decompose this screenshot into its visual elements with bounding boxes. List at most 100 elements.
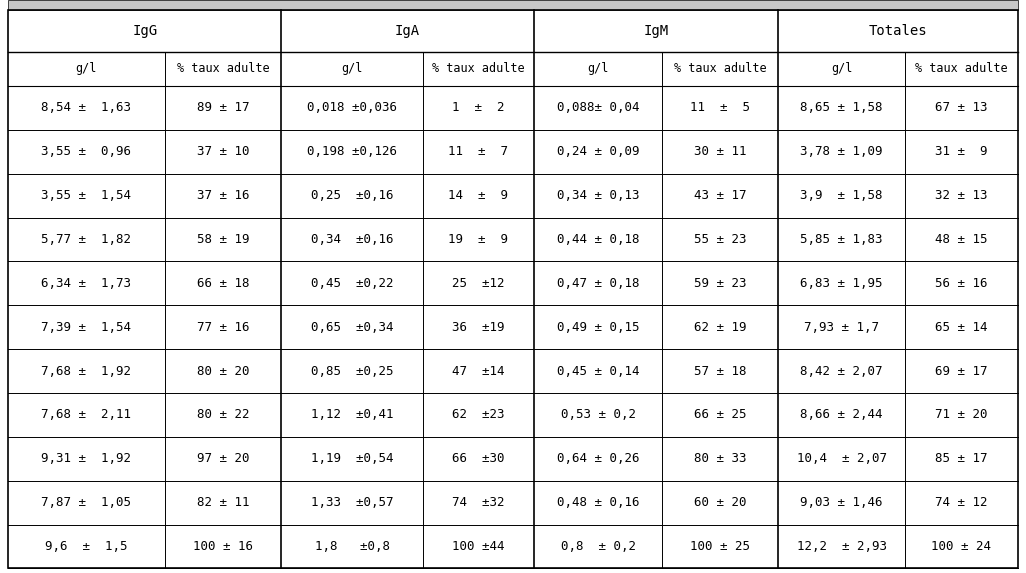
Text: 19  ±  9: 19 ± 9	[448, 233, 508, 246]
Text: 85 ± 17: 85 ± 17	[935, 452, 988, 465]
Text: 9,6  ±  1,5: 9,6 ± 1,5	[45, 540, 127, 553]
Text: 9,03 ± 1,46: 9,03 ± 1,46	[800, 496, 882, 509]
Text: 60 ± 20: 60 ± 20	[695, 496, 747, 509]
Text: 67 ± 13: 67 ± 13	[935, 101, 988, 115]
Text: 3,55 ±  0,96: 3,55 ± 0,96	[41, 145, 131, 158]
Text: 32 ± 13: 32 ± 13	[935, 189, 988, 202]
Text: 7,93 ± 1,7: 7,93 ± 1,7	[804, 321, 879, 333]
Text: 0,018 ±0,036: 0,018 ±0,036	[307, 101, 397, 115]
Text: 77 ± 16: 77 ± 16	[197, 321, 249, 333]
Text: 48 ± 15: 48 ± 15	[935, 233, 988, 246]
Text: g/l: g/l	[76, 62, 97, 75]
Text: 0,198 ±0,126: 0,198 ±0,126	[307, 145, 397, 158]
Text: 6,34 ±  1,73: 6,34 ± 1,73	[41, 277, 131, 290]
Text: 80 ± 20: 80 ± 20	[197, 364, 249, 378]
Text: % taux adulte: % taux adulte	[915, 62, 1008, 75]
Text: 12,2  ± 2,93: 12,2 ± 2,93	[796, 540, 886, 553]
Text: 66 ± 18: 66 ± 18	[197, 277, 249, 290]
Text: 0,65  ±0,34: 0,65 ±0,34	[311, 321, 393, 333]
Text: 7,68 ±  1,92: 7,68 ± 1,92	[41, 364, 131, 378]
Text: 7,39 ±  1,54: 7,39 ± 1,54	[41, 321, 131, 333]
Text: 31 ±  9: 31 ± 9	[935, 145, 988, 158]
Text: 69 ± 17: 69 ± 17	[935, 364, 988, 378]
Text: 0,85  ±0,25: 0,85 ±0,25	[311, 364, 393, 378]
Text: 30 ± 11: 30 ± 11	[695, 145, 747, 158]
Text: 80 ± 22: 80 ± 22	[197, 409, 249, 421]
Text: 7,68 ±  2,11: 7,68 ± 2,11	[41, 409, 131, 421]
Text: 74  ±32: 74 ±32	[452, 496, 505, 509]
Text: 71 ± 20: 71 ± 20	[935, 409, 988, 421]
Text: 65 ± 14: 65 ± 14	[935, 321, 988, 333]
Text: 0,8  ± 0,2: 0,8 ± 0,2	[560, 540, 636, 553]
Text: 43 ± 17: 43 ± 17	[695, 189, 747, 202]
Text: 1,19  ±0,54: 1,19 ±0,54	[311, 452, 393, 465]
Text: 66  ±30: 66 ±30	[452, 452, 505, 465]
Text: 37 ± 10: 37 ± 10	[197, 145, 249, 158]
Text: % taux adulte: % taux adulte	[432, 62, 524, 75]
Text: 0,25  ±0,16: 0,25 ±0,16	[311, 189, 393, 202]
Text: g/l: g/l	[831, 62, 853, 75]
Text: 55 ± 23: 55 ± 23	[695, 233, 747, 246]
Text: g/l: g/l	[342, 62, 363, 75]
Text: 58 ± 19: 58 ± 19	[197, 233, 249, 246]
Text: 5,85 ± 1,83: 5,85 ± 1,83	[800, 233, 882, 246]
Text: 0,44 ± 0,18: 0,44 ± 0,18	[557, 233, 639, 246]
Text: 37 ± 16: 37 ± 16	[197, 189, 249, 202]
Text: 100 ± 24: 100 ± 24	[932, 540, 991, 553]
Text: 8,66 ± 2,44: 8,66 ± 2,44	[800, 409, 882, 421]
Text: 8,65 ± 1,58: 8,65 ± 1,58	[800, 101, 882, 115]
Text: IgM: IgM	[643, 24, 669, 38]
Text: 0,34 ± 0,13: 0,34 ± 0,13	[557, 189, 639, 202]
Text: g/l: g/l	[588, 62, 608, 75]
Text: IgA: IgA	[395, 24, 421, 38]
Text: Totales: Totales	[869, 24, 928, 38]
Text: 0,53 ± 0,2: 0,53 ± 0,2	[560, 409, 636, 421]
Text: 0,45  ±0,22: 0,45 ±0,22	[311, 277, 393, 290]
Text: % taux adulte: % taux adulte	[674, 62, 766, 75]
Text: 8,42 ± 2,07: 8,42 ± 2,07	[800, 364, 882, 378]
Text: 0,64 ± 0,26: 0,64 ± 0,26	[557, 452, 639, 465]
Text: 10,4  ± 2,07: 10,4 ± 2,07	[796, 452, 886, 465]
Text: 59 ± 23: 59 ± 23	[695, 277, 747, 290]
Text: 0,48 ± 0,16: 0,48 ± 0,16	[557, 496, 639, 509]
Text: 1,12  ±0,41: 1,12 ±0,41	[311, 409, 393, 421]
Text: 6,83 ± 1,95: 6,83 ± 1,95	[800, 277, 882, 290]
Text: 7,87 ±  1,05: 7,87 ± 1,05	[41, 496, 131, 509]
Text: 47  ±14: 47 ±14	[452, 364, 505, 378]
Text: 8,54 ±  1,63: 8,54 ± 1,63	[41, 101, 131, 115]
Text: 36  ±19: 36 ±19	[452, 321, 505, 333]
Text: 3,55 ±  1,54: 3,55 ± 1,54	[41, 189, 131, 202]
Text: 5,77 ±  1,82: 5,77 ± 1,82	[41, 233, 131, 246]
Text: 62 ± 19: 62 ± 19	[695, 321, 747, 333]
Text: 1,33  ±0,57: 1,33 ±0,57	[311, 496, 393, 509]
Text: 0,49 ± 0,15: 0,49 ± 0,15	[557, 321, 639, 333]
Text: 62  ±23: 62 ±23	[452, 409, 505, 421]
Text: 11  ±  5: 11 ± 5	[690, 101, 750, 115]
Text: 89 ± 17: 89 ± 17	[197, 101, 249, 115]
Text: 0,24 ± 0,09: 0,24 ± 0,09	[557, 145, 639, 158]
Text: IgG: IgG	[132, 24, 157, 38]
Text: 25  ±12: 25 ±12	[452, 277, 505, 290]
Text: 9,31 ±  1,92: 9,31 ± 1,92	[41, 452, 131, 465]
Text: 100 ±44: 100 ±44	[452, 540, 505, 553]
Text: 66 ± 25: 66 ± 25	[695, 409, 747, 421]
Text: 0,47 ± 0,18: 0,47 ± 0,18	[557, 277, 639, 290]
Text: 0,088± 0,04: 0,088± 0,04	[557, 101, 639, 115]
Text: 100 ± 16: 100 ± 16	[193, 540, 253, 553]
Text: 97 ± 20: 97 ± 20	[197, 452, 249, 465]
Text: 57 ± 18: 57 ± 18	[695, 364, 747, 378]
Text: 3,78 ± 1,09: 3,78 ± 1,09	[800, 145, 882, 158]
Text: 100 ± 25: 100 ± 25	[690, 540, 750, 553]
Text: 1  ±  2: 1 ± 2	[452, 101, 505, 115]
Text: 0,34  ±0,16: 0,34 ±0,16	[311, 233, 393, 246]
Text: 56 ± 16: 56 ± 16	[935, 277, 988, 290]
Text: 0,45 ± 0,14: 0,45 ± 0,14	[557, 364, 639, 378]
Text: 80 ± 33: 80 ± 33	[695, 452, 747, 465]
Text: 74 ± 12: 74 ± 12	[935, 496, 988, 509]
Bar	[8, 0, 1018, 10]
Text: 14  ±  9: 14 ± 9	[448, 189, 508, 202]
Text: % taux adulte: % taux adulte	[176, 62, 269, 75]
Text: 11  ±  7: 11 ± 7	[448, 145, 508, 158]
Text: 82 ± 11: 82 ± 11	[197, 496, 249, 509]
Text: 1,8   ±0,8: 1,8 ±0,8	[315, 540, 390, 553]
